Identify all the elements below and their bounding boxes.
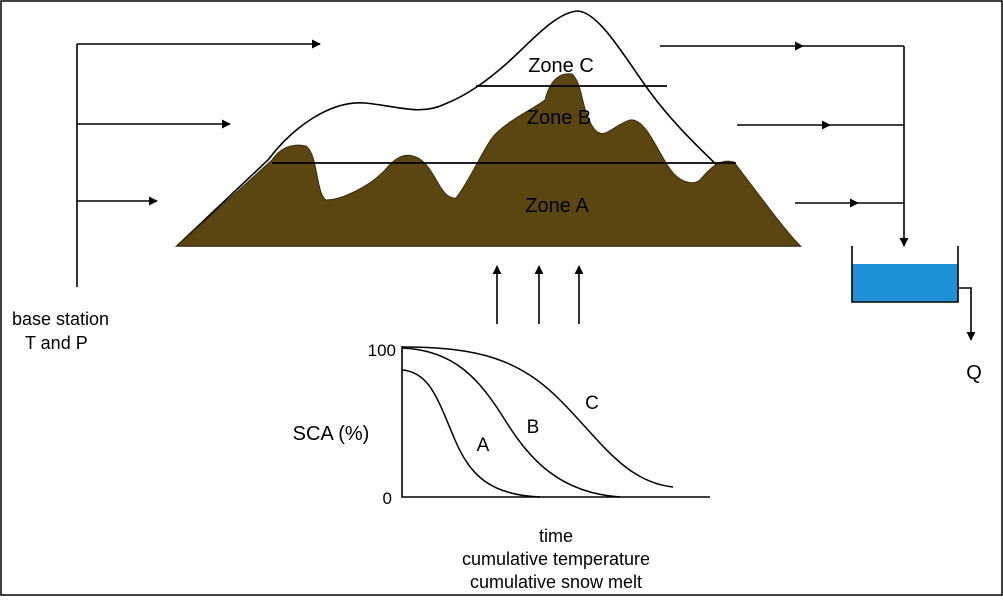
- base-station-inputs: [76, 39, 321, 287]
- outflow-label: Q: [966, 362, 982, 384]
- sca-tick-100: 100: [368, 341, 396, 360]
- sca-axes: [401, 346, 710, 498]
- runoff-outputs: [660, 41, 909, 247]
- snow-free-ground: [175, 73, 802, 247]
- curve-label-b: B: [527, 417, 540, 438]
- sca-ylabel: SCA (%): [293, 423, 370, 445]
- outflow-arrow: [958, 287, 976, 341]
- sca-tick-0: 0: [383, 489, 392, 508]
- depletion-curve-a: [401, 369, 541, 498]
- base-station-label-line2: T and P: [25, 333, 88, 353]
- depletion-curve-c: [401, 346, 674, 488]
- depletion-curve-b: [401, 347, 621, 498]
- sca-xlabel-line2: cumulative temperature: [462, 549, 650, 569]
- sca-depletion-chart: 100 0 SCA (%) A B C time cumulative temp…: [293, 341, 710, 592]
- mountain: Zone C Zone B Zone A: [174, 10, 802, 247]
- base-station-label-line1: base station: [12, 309, 109, 329]
- reservoir: Q: [851, 246, 982, 384]
- zone-c-label: Zone C: [528, 55, 594, 77]
- zone-b-label: Zone B: [527, 107, 591, 129]
- sca-xlabel-line3: cumulative snow melt: [470, 572, 642, 592]
- reservoir-water: [852, 264, 958, 302]
- reservoir-tank: [851, 246, 959, 303]
- zone-a-label: Zone A: [525, 195, 589, 217]
- curve-label-a: A: [477, 435, 490, 456]
- depletion-to-zones-arrows: [492, 265, 584, 324]
- sca-xlabel-line1: time: [539, 526, 573, 546]
- curve-label-c: C: [585, 393, 599, 414]
